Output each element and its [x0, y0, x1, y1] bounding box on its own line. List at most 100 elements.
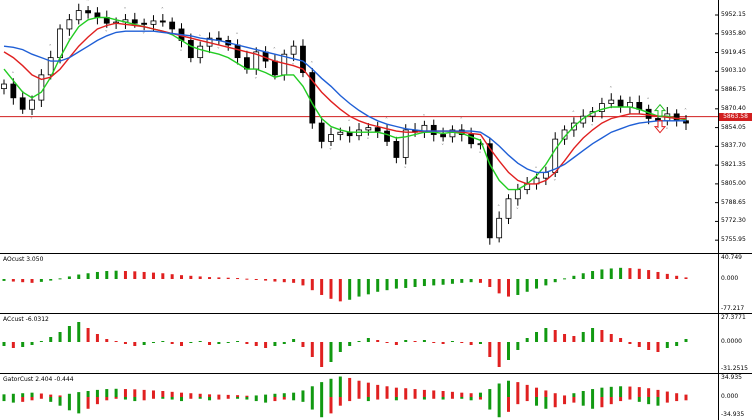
gator-lower-bar [376, 397, 380, 400]
gator-lower-bar [282, 397, 286, 400]
ao-axis-max: 40.749 [721, 254, 742, 261]
gator-upper-bar [151, 390, 155, 397]
ao-bar [310, 279, 314, 291]
ac-bar [376, 340, 380, 342]
candle-body [234, 44, 241, 59]
candle-body [468, 134, 475, 145]
ac-bar [189, 342, 193, 343]
gator-upper-bar [525, 384, 529, 397]
ao-bar [525, 279, 529, 292]
ac-bar [292, 339, 296, 342]
gator-upper-bar [357, 380, 361, 397]
ao-bar [11, 279, 15, 282]
ao-bar [189, 275, 193, 279]
ac-bar [348, 342, 352, 346]
candle-body [542, 172, 549, 179]
ma-fast-line [3, 16, 687, 191]
candle: ˅ [627, 96, 633, 123]
ao-bar [413, 279, 417, 287]
gator-lower-bar [77, 397, 81, 414]
gator-upper-bar [208, 394, 212, 397]
ac-bar [563, 334, 567, 342]
candle: ˅ [103, 10, 110, 37]
ao-bar [600, 269, 604, 279]
ao-bar [161, 273, 165, 279]
ao-bar [675, 275, 679, 279]
panel-separator[interactable] [0, 253, 752, 254]
price-axis-label: 5837.70 [721, 142, 746, 150]
gator-upper-bar [264, 394, 268, 397]
candle: ˄ [159, 7, 166, 27]
gator-upper-bar [469, 393, 473, 397]
gator-upper-bar [217, 394, 221, 397]
candle: ˅ [215, 31, 222, 54]
gator-upper-bar [180, 392, 184, 397]
gator-upper-bar [282, 393, 286, 397]
gator-upper-bar [133, 389, 137, 397]
candle: ˄ [234, 32, 241, 65]
ac-bar [637, 342, 641, 347]
ac-bar [647, 342, 651, 350]
candle: ˄ [570, 110, 577, 137]
gator-indicator-panel[interactable]: GatorCust 2.404 -0.444 34.935 0.000 -34.… [0, 374, 752, 420]
candle [75, 3, 82, 25]
candle-body [75, 10, 82, 21]
ac-bar [39, 341, 43, 342]
fractal-up-marker: ˄ [310, 61, 313, 68]
candle-body [10, 83, 17, 99]
ao-bar [665, 273, 669, 279]
price-axis-label: 5772.30 [721, 217, 746, 225]
ma-mid-line [3, 22, 686, 185]
gator-upper-bar [497, 383, 501, 397]
gator-frame [0, 374, 719, 420]
ao-indicator-panel[interactable]: AOcust 3.050 40.749 0.000 -77.217 [0, 254, 752, 313]
gator-lower-bar [684, 397, 688, 401]
price-chart-panel[interactable]: ˄ ˅ ˄ ˅ ˄ ˅ ˄ ˅ ˄ ˅ ˄ ˅ ˄ ˅ ˄ ˅ ˄ ˅ ˄ ˅ ˄ ˅ ˄ ˅ ˄ ˅ ˄ ˅ ˄ ˅ ˄ ˅ ˄ ˅ ˄ ˅ ˄ 59… [0, 0, 752, 253]
gator-upper-bar [441, 391, 445, 397]
gator-upper-bar [647, 388, 651, 397]
candle-body [187, 40, 194, 59]
ac-bar [478, 342, 482, 344]
sell-arrow-icon [653, 120, 667, 134]
fractal-down-marker: ˅ [516, 208, 519, 215]
gator-upper-bar [58, 395, 62, 397]
panel-separator[interactable] [0, 373, 752, 374]
ac-indicator-panel[interactable]: ACcust -6.0312 27.3771 0.0000 -31.2515 [0, 314, 752, 373]
gator-lower-bar [348, 397, 352, 402]
fractal-up-marker: ˄ [422, 114, 425, 121]
candle-body [673, 113, 680, 122]
candle-body [486, 143, 493, 239]
gator-lower-bar [656, 397, 660, 406]
ac-bar [180, 342, 184, 346]
price-axis-label: 5935.80 [721, 29, 746, 37]
gator-upper-bar [21, 393, 25, 397]
ac-bar [525, 338, 529, 342]
panel-separator[interactable] [0, 313, 752, 314]
ao-bar [469, 279, 473, 283]
candle [449, 125, 456, 143]
gator-upper-bar [320, 382, 324, 397]
fractal-up-marker: ˄ [497, 204, 500, 211]
ao-bar [39, 279, 43, 282]
ao-bar [245, 278, 249, 280]
ac-bar [170, 342, 174, 344]
gator-upper-bar [684, 394, 688, 397]
gator-lower-bar [665, 397, 669, 403]
gator-lower-bar [422, 397, 426, 400]
gator-lower-bar [49, 397, 53, 402]
candle-body [393, 141, 400, 158]
ao-bar [49, 279, 53, 281]
gator-lower-bar [628, 397, 632, 400]
gator-upper-bar [619, 386, 623, 397]
gator-lower-bar [245, 397, 249, 400]
gator-lower-bar [86, 397, 90, 409]
gator-lower-bar [329, 397, 333, 414]
fractal-down-marker: ˅ [628, 116, 631, 123]
gator-lower-bar [21, 397, 25, 402]
candle-body [337, 131, 344, 135]
price-chart-svg[interactable]: ˄˅˄˅˄˅˄˅˄˅˄˅˄˅˄˅ ˄˅˄˅˄˅˄˅˄˅˄ ˅˄˅˄˅˄˅˄˅˄ [0, 0, 718, 253]
fractal-down-marker: ˅ [404, 166, 407, 173]
ac-axis-max: 27.3771 [721, 314, 746, 321]
gator-lower-bar [357, 397, 361, 399]
gator-lower-bar [385, 397, 389, 399]
